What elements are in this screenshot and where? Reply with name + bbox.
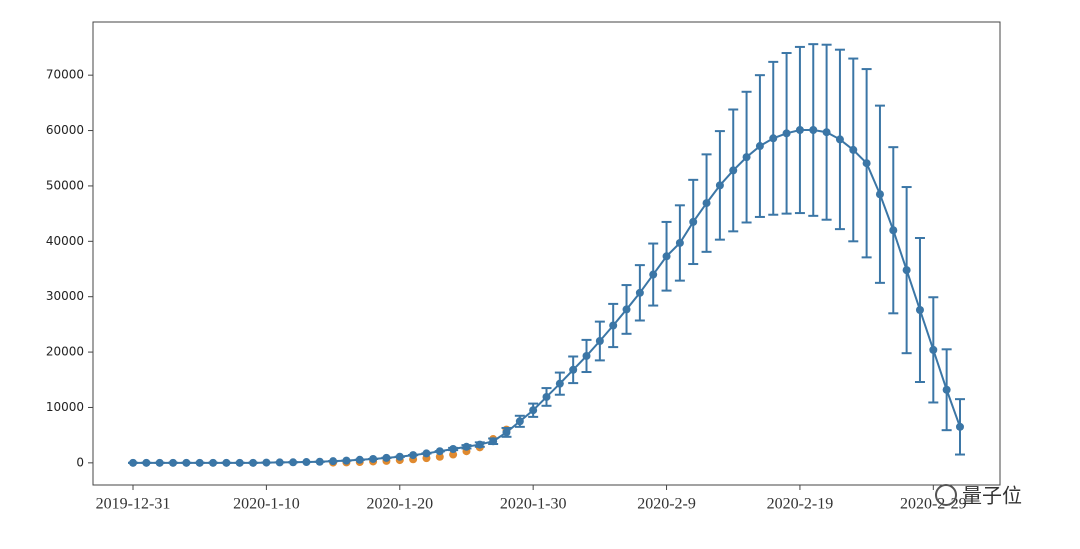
data-point xyxy=(849,145,858,154)
data-point xyxy=(369,454,378,463)
data-point xyxy=(382,453,391,462)
data-point xyxy=(862,159,871,168)
data-point xyxy=(622,305,631,314)
data-point xyxy=(929,345,938,354)
data-point xyxy=(355,455,364,464)
data-point xyxy=(942,385,951,394)
data-point xyxy=(182,458,191,467)
data-point xyxy=(875,190,884,199)
y-tick-label: 50000 xyxy=(46,178,84,192)
data-point xyxy=(209,458,218,467)
data-point xyxy=(502,428,511,437)
data-point xyxy=(689,217,698,226)
data-point xyxy=(675,238,684,247)
data-point xyxy=(795,125,804,134)
data-point xyxy=(635,288,644,297)
data-point xyxy=(395,452,404,461)
data-point xyxy=(449,445,458,454)
data-point xyxy=(595,337,604,346)
data-point xyxy=(742,153,751,162)
data-point xyxy=(782,129,791,138)
plot-frame xyxy=(92,21,1001,486)
data-point xyxy=(902,266,911,275)
data-point xyxy=(769,134,778,143)
data-point xyxy=(915,305,924,314)
watermark: 量子位 xyxy=(935,484,1022,508)
data-point xyxy=(662,252,671,261)
data-point xyxy=(729,166,738,175)
data-point xyxy=(835,135,844,144)
data-point xyxy=(609,321,618,330)
data-point xyxy=(155,458,164,467)
y-tick-label: 60000 xyxy=(46,123,84,137)
data-point xyxy=(222,458,231,467)
data-point xyxy=(649,270,658,279)
data-point xyxy=(342,456,351,465)
data-point xyxy=(302,458,311,467)
data-point xyxy=(289,458,298,467)
data-point xyxy=(542,392,551,401)
data-point xyxy=(435,447,444,456)
data-point xyxy=(889,226,898,235)
data-point xyxy=(955,422,964,431)
data-point xyxy=(235,458,244,467)
y-tick-label: 10000 xyxy=(46,400,84,414)
x-tick-label: 2020-1-20 xyxy=(366,496,433,513)
x-tick-label: 2020-2-29 xyxy=(900,496,967,513)
data-point xyxy=(409,451,418,460)
x-tick-label: 2020-2-19 xyxy=(767,496,834,513)
data-point xyxy=(515,417,524,426)
x-tick-label: 2020-2-9 xyxy=(637,496,696,513)
x-tick-label: 2020-1-30 xyxy=(500,496,567,513)
data-point xyxy=(475,440,484,449)
data-point xyxy=(449,450,458,459)
x-tick-label: 2020-1-10 xyxy=(233,496,300,513)
data-point xyxy=(275,458,284,467)
data-point xyxy=(262,458,271,467)
data-point xyxy=(169,458,178,467)
data-point xyxy=(329,457,338,466)
data-point xyxy=(582,351,591,360)
y-tick-label: 40000 xyxy=(46,234,84,248)
y-tick-label: 0 xyxy=(76,455,84,469)
y-tick-label: 30000 xyxy=(46,289,84,303)
data-point xyxy=(129,458,138,467)
data-point xyxy=(715,181,724,190)
data-point xyxy=(422,449,431,458)
data-point xyxy=(462,442,471,451)
data-point xyxy=(315,457,324,466)
data-point xyxy=(249,458,258,467)
data-point xyxy=(569,365,578,374)
data-point xyxy=(755,142,764,151)
data-point xyxy=(555,379,564,388)
x-tick-label: 2019-12-31 xyxy=(96,496,171,513)
data-point xyxy=(142,458,151,467)
data-point xyxy=(809,125,818,134)
data-point xyxy=(529,406,538,415)
data-point xyxy=(702,199,711,208)
data-point xyxy=(822,128,831,137)
series-line xyxy=(133,128,961,464)
y-tick-label: 20000 xyxy=(46,345,84,359)
data-point xyxy=(489,437,498,446)
data-point xyxy=(435,452,444,461)
watermark-icon xyxy=(935,484,957,506)
data-point xyxy=(195,458,204,467)
watermark-text: 量子位 xyxy=(962,484,1022,508)
y-tick-label: 70000 xyxy=(46,68,84,82)
